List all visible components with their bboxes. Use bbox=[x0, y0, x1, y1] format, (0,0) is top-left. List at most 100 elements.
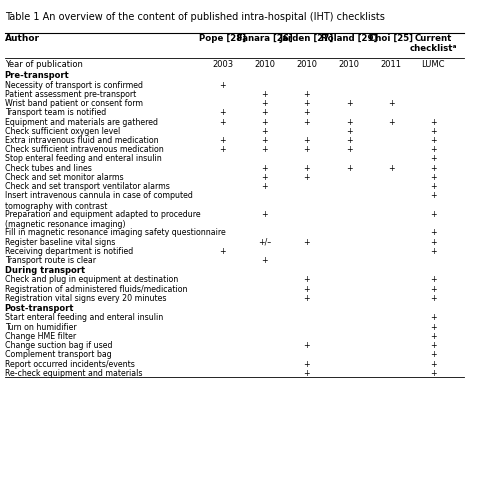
Text: +: + bbox=[303, 369, 310, 378]
Text: Transport route is clear: Transport route is clear bbox=[5, 256, 96, 265]
Text: Author: Author bbox=[5, 34, 40, 43]
Text: Table 1 An overview of the content of published intra-hospital (IHT) checklists: Table 1 An overview of the content of pu… bbox=[5, 12, 384, 22]
Text: +: + bbox=[388, 99, 395, 108]
Text: +: + bbox=[303, 118, 310, 126]
Text: +: + bbox=[261, 256, 268, 265]
Text: Registration vital signs every 20 minutes: Registration vital signs every 20 minute… bbox=[5, 294, 166, 303]
Text: +: + bbox=[430, 136, 437, 145]
Text: Necessity of transport is confirmed: Necessity of transport is confirmed bbox=[5, 81, 143, 89]
Text: +: + bbox=[430, 313, 437, 322]
Text: Check sufficient intravenous medication: Check sufficient intravenous medication bbox=[5, 145, 163, 154]
Text: Change suction bag if used: Change suction bag if used bbox=[5, 341, 112, 350]
Text: Check and set monitor alarms: Check and set monitor alarms bbox=[5, 173, 123, 182]
Text: +: + bbox=[219, 108, 226, 117]
Text: +: + bbox=[430, 155, 437, 163]
Text: +: + bbox=[346, 118, 352, 126]
Text: Register baseline vital signs: Register baseline vital signs bbox=[5, 238, 115, 246]
Text: +: + bbox=[430, 164, 437, 173]
Text: Registration of administered fluids/medication: Registration of administered fluids/medi… bbox=[5, 285, 187, 294]
Text: +: + bbox=[430, 369, 437, 378]
Text: +: + bbox=[430, 228, 437, 237]
Text: +: + bbox=[430, 294, 437, 303]
Text: +: + bbox=[346, 127, 352, 136]
Text: +: + bbox=[303, 238, 310, 246]
Text: +: + bbox=[303, 285, 310, 294]
Text: +: + bbox=[430, 360, 437, 368]
Text: +: + bbox=[219, 136, 226, 145]
Text: +: + bbox=[261, 127, 268, 136]
Text: 2010: 2010 bbox=[296, 60, 317, 69]
Text: Start enteral feeding and enteral insulin: Start enteral feeding and enteral insuli… bbox=[5, 313, 163, 322]
Text: +: + bbox=[388, 118, 395, 126]
Text: +: + bbox=[430, 191, 437, 200]
Text: +: + bbox=[219, 81, 226, 89]
Text: During transport: During transport bbox=[5, 266, 85, 275]
Text: Re-check equipment and materials: Re-check equipment and materials bbox=[5, 369, 142, 378]
Text: +: + bbox=[261, 99, 268, 108]
Text: Equipment and materials are gathered: Equipment and materials are gathered bbox=[5, 118, 158, 126]
Text: Pre-transport: Pre-transport bbox=[5, 71, 70, 80]
Text: +: + bbox=[346, 99, 352, 108]
Text: +: + bbox=[303, 173, 310, 182]
Text: 2010: 2010 bbox=[254, 60, 275, 69]
Text: Extra intravenous fluid and medication: Extra intravenous fluid and medication bbox=[5, 136, 158, 145]
Text: +: + bbox=[346, 145, 352, 154]
Text: Complement transport bag: Complement transport bag bbox=[5, 350, 111, 359]
Text: +: + bbox=[261, 108, 268, 117]
Text: +: + bbox=[430, 127, 437, 136]
Text: Check and set transport ventilator alarms: Check and set transport ventilator alarm… bbox=[5, 182, 169, 191]
Text: +: + bbox=[219, 145, 226, 154]
Text: +: + bbox=[430, 238, 437, 246]
Text: Pope [28]: Pope [28] bbox=[199, 34, 246, 43]
Text: +: + bbox=[303, 145, 310, 154]
Text: +: + bbox=[261, 164, 268, 173]
Text: +: + bbox=[303, 360, 310, 368]
Text: Turn on humidifier: Turn on humidifier bbox=[5, 323, 76, 331]
Text: +/–: +/– bbox=[258, 238, 271, 246]
Text: +: + bbox=[261, 145, 268, 154]
Text: +: + bbox=[430, 341, 437, 350]
Text: +: + bbox=[261, 118, 268, 126]
Text: +: + bbox=[261, 90, 268, 99]
Text: +: + bbox=[303, 276, 310, 284]
Text: Check and plug in equipment at destination: Check and plug in equipment at destinati… bbox=[5, 276, 178, 284]
Text: +: + bbox=[219, 118, 226, 126]
Text: Check sufficient oxygen level: Check sufficient oxygen level bbox=[5, 127, 120, 136]
Text: Fill in magnetic resonance imaging safety questionnaire: Fill in magnetic resonance imaging safet… bbox=[5, 228, 226, 237]
Text: +: + bbox=[430, 350, 437, 359]
Text: +: + bbox=[346, 164, 352, 173]
Text: Post-transport: Post-transport bbox=[5, 304, 74, 313]
Text: Stop enteral feeding and enteral insulin: Stop enteral feeding and enteral insulin bbox=[5, 155, 161, 163]
Text: Current
checklistᵃ: Current checklistᵃ bbox=[409, 34, 457, 53]
Text: +: + bbox=[261, 173, 268, 182]
Text: +: + bbox=[430, 210, 437, 219]
Text: +: + bbox=[430, 323, 437, 331]
Text: +: + bbox=[303, 164, 310, 173]
Text: +: + bbox=[430, 182, 437, 191]
Text: Change HME filter: Change HME filter bbox=[5, 332, 76, 341]
Text: Patient assessment pre-transport: Patient assessment pre-transport bbox=[5, 90, 136, 99]
Text: +: + bbox=[430, 332, 437, 341]
Text: +: + bbox=[346, 136, 352, 145]
Text: +: + bbox=[219, 247, 226, 256]
Text: Choi [25]: Choi [25] bbox=[369, 34, 413, 43]
Text: +: + bbox=[430, 118, 437, 126]
Text: Year of publication: Year of publication bbox=[5, 60, 83, 69]
Text: +: + bbox=[430, 276, 437, 284]
Text: +: + bbox=[303, 108, 310, 117]
Text: 2011: 2011 bbox=[381, 60, 402, 69]
Text: 2010: 2010 bbox=[338, 60, 360, 69]
Text: +: + bbox=[303, 341, 310, 350]
Text: 2003: 2003 bbox=[212, 60, 233, 69]
Text: +: + bbox=[430, 247, 437, 256]
Text: +: + bbox=[261, 210, 268, 219]
Text: +: + bbox=[303, 294, 310, 303]
Text: +: + bbox=[388, 164, 395, 173]
Text: +: + bbox=[261, 182, 268, 191]
Text: +: + bbox=[430, 285, 437, 294]
Text: +: + bbox=[261, 136, 268, 145]
Text: +: + bbox=[303, 90, 310, 99]
Text: +: + bbox=[303, 99, 310, 108]
Text: Report occurred incidents/events: Report occurred incidents/events bbox=[5, 360, 134, 368]
Text: Transport team is notified: Transport team is notified bbox=[5, 108, 106, 117]
